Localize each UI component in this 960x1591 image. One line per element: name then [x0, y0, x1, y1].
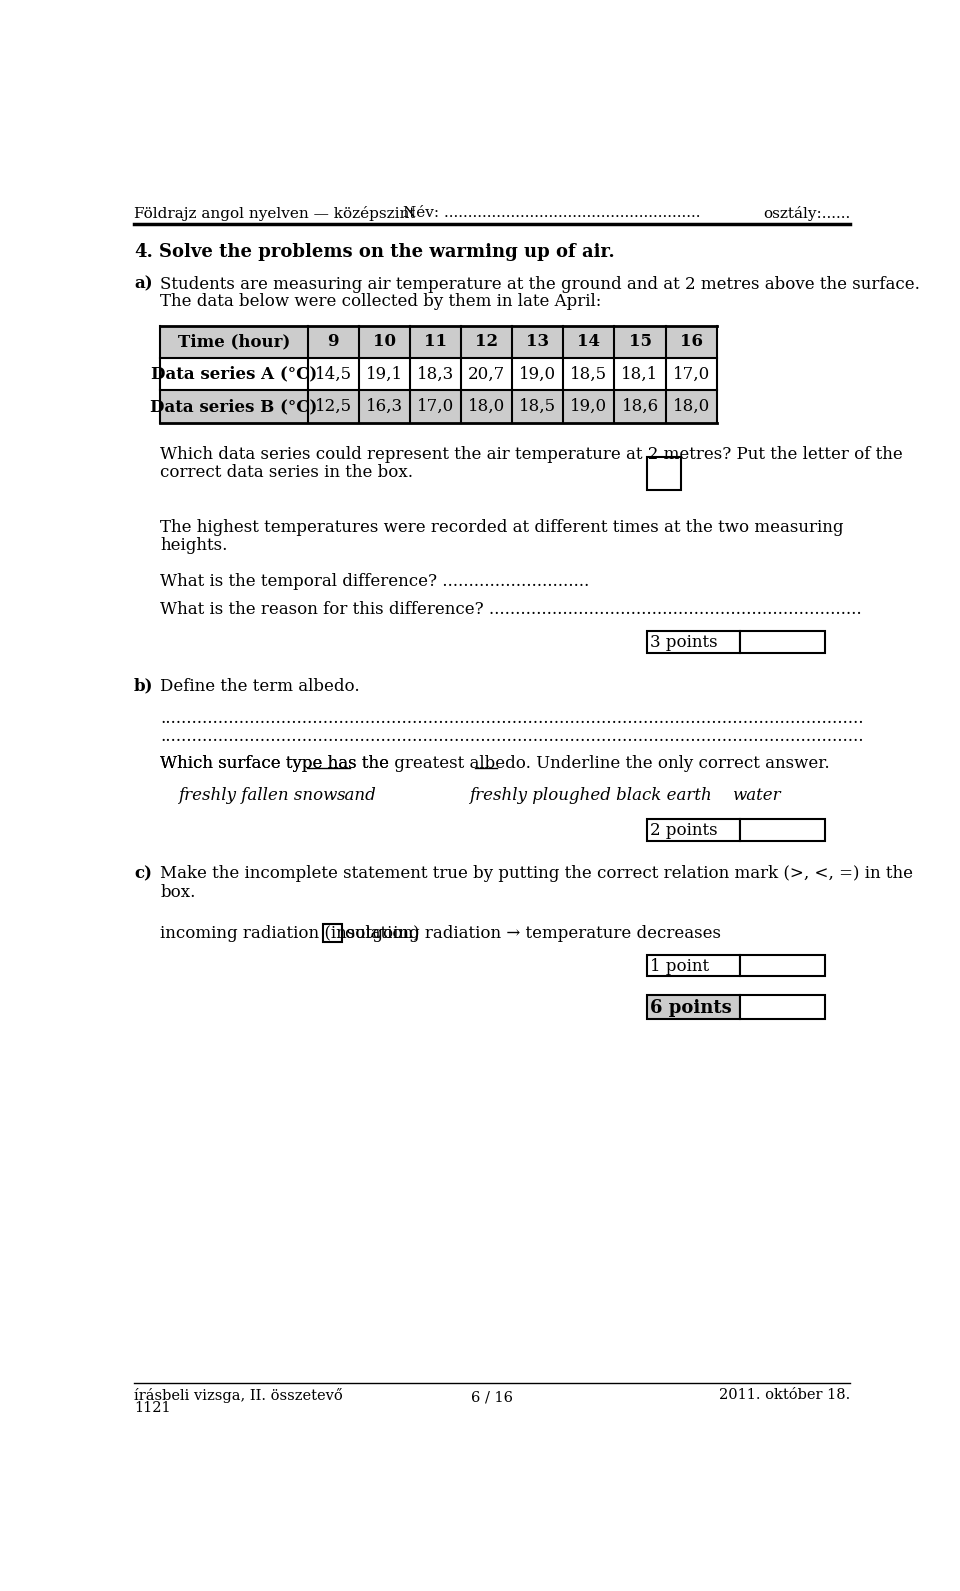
Text: correct data series in the box.: correct data series in the box.: [160, 465, 414, 480]
Text: Students are measuring air temperature at the ground and at 2 metres above the s: Students are measuring air temperature a…: [160, 275, 921, 293]
Text: Which surface type has the ​greatest​ albedo. Underline the ​only​ correct answe: Which surface type has the ​greatest​ al…: [160, 754, 830, 772]
Text: 12,5: 12,5: [315, 398, 351, 415]
Text: c): c): [134, 866, 152, 883]
Text: írásbeli vizsga, II. összetevő: írásbeli vizsga, II. összetevő: [134, 1389, 343, 1403]
Text: 11: 11: [424, 334, 447, 350]
Text: a): a): [134, 275, 153, 293]
Text: Define the term albedo.: Define the term albedo.: [160, 678, 360, 695]
Bar: [647, 632, 740, 652]
Text: Time (hour): Time (hour): [178, 334, 290, 350]
Text: Solve the problems on the warming up of air.: Solve the problems on the warming up of …: [158, 243, 614, 261]
Text: ................................................................................: ........................................…: [160, 729, 864, 745]
Text: b): b): [134, 678, 154, 695]
Text: 19,0: 19,0: [519, 366, 556, 383]
Text: 18,0: 18,0: [468, 398, 505, 415]
Text: 1121: 1121: [134, 1402, 171, 1416]
Text: 6 points: 6 points: [650, 999, 732, 1017]
Bar: [740, 955, 826, 977]
Bar: [160, 390, 717, 423]
Text: 4.: 4.: [134, 243, 153, 261]
Text: 2011. október 18.: 2011. október 18.: [719, 1389, 850, 1402]
Text: Which surface type has the greatest albedo. Underline the only correct answer.: Which surface type has the greatest albe…: [160, 754, 830, 772]
Text: 16,3: 16,3: [366, 398, 403, 415]
Bar: [647, 955, 740, 977]
Text: What is the reason for this difference? ........................................: What is the reason for this difference? …: [160, 600, 862, 617]
Text: outgoing radiation → temperature decreases: outgoing radiation → temperature decreas…: [345, 926, 721, 942]
Text: 1 point: 1 point: [650, 958, 709, 975]
Text: 20,7: 20,7: [468, 366, 505, 383]
Text: 13: 13: [526, 334, 549, 350]
Text: water: water: [732, 788, 780, 803]
Text: Which surface type has the: Which surface type has the: [160, 754, 395, 772]
Text: 18,6: 18,6: [621, 398, 659, 415]
Text: Which data series could represent the air temperature at 2 metres? Put the lette: Which data series could represent the ai…: [160, 445, 903, 463]
Bar: [324, 924, 342, 942]
Text: 16: 16: [680, 334, 703, 350]
Text: Data series A (°C): Data series A (°C): [151, 366, 317, 383]
Text: 14: 14: [577, 334, 600, 350]
Text: heights.: heights.: [160, 538, 228, 554]
Bar: [740, 994, 826, 1020]
Text: 12: 12: [475, 334, 498, 350]
Text: 18,1: 18,1: [621, 366, 659, 383]
Bar: [647, 819, 740, 840]
Text: incoming radiation (insolation): incoming radiation (insolation): [160, 926, 420, 942]
Text: 18,3: 18,3: [417, 366, 454, 383]
Bar: [160, 358, 717, 390]
Bar: [647, 457, 681, 490]
Bar: [740, 819, 826, 840]
Text: 18,0: 18,0: [673, 398, 709, 415]
Text: 15: 15: [629, 334, 652, 350]
Text: Data series B (°C): Data series B (°C): [150, 398, 318, 415]
Text: 18,5: 18,5: [519, 398, 556, 415]
Text: sand: sand: [337, 788, 376, 803]
Text: 17,0: 17,0: [673, 366, 709, 383]
Text: 3 points: 3 points: [650, 635, 718, 651]
Bar: [647, 994, 740, 1020]
Text: Név: ......................................................: Név: ...................................…: [403, 207, 701, 220]
Text: 19,0: 19,0: [570, 398, 608, 415]
Bar: [160, 326, 717, 358]
Text: 6 / 16: 6 / 16: [471, 1391, 513, 1405]
Text: 18,5: 18,5: [570, 366, 608, 383]
Text: 19,1: 19,1: [366, 366, 403, 383]
Bar: [740, 632, 826, 652]
Text: Make the incomplete statement true by putting the correct relation mark (>, <, =: Make the incomplete statement true by pu…: [160, 866, 913, 883]
Text: 2 points: 2 points: [650, 823, 718, 840]
Text: box.: box.: [160, 885, 196, 901]
Text: Földrajz angol nyelven — középszint: Földrajz angol nyelven — középszint: [134, 207, 416, 221]
Text: osztály:......: osztály:......: [763, 207, 850, 221]
Text: 10: 10: [372, 334, 396, 350]
Text: What is the temporal difference? ............................: What is the temporal difference? .......…: [160, 573, 589, 590]
Text: freshly ploughed black earth: freshly ploughed black earth: [468, 788, 711, 803]
Text: 9: 9: [327, 334, 339, 350]
Text: 17,0: 17,0: [417, 398, 454, 415]
Text: ................................................................................: ........................................…: [160, 710, 864, 727]
Text: freshly fallen snow: freshly fallen snow: [179, 788, 338, 803]
Text: The data below were collected by them in late April:: The data below were collected by them in…: [160, 293, 602, 310]
Text: The highest temperatures were recorded at different times at the two measuring: The highest temperatures were recorded a…: [160, 519, 844, 536]
Text: 14,5: 14,5: [315, 366, 351, 383]
